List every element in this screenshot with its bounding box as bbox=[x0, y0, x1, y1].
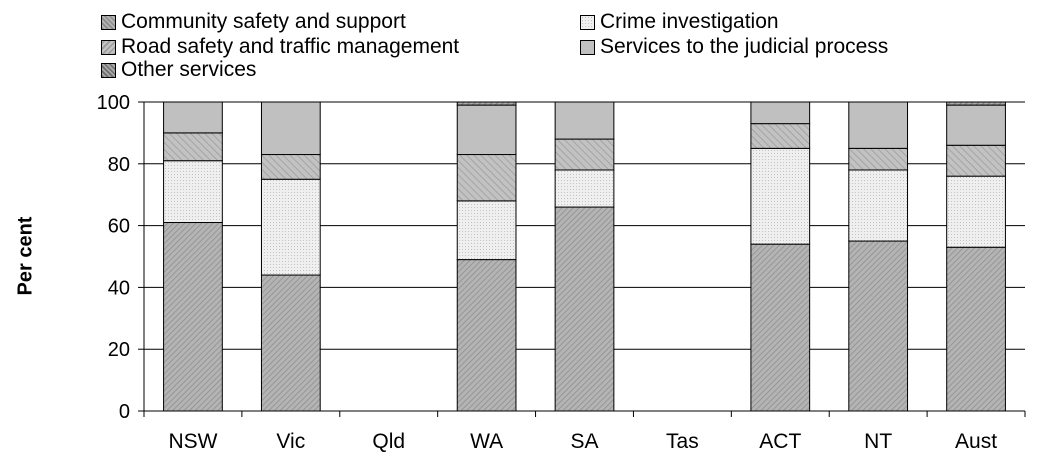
bar-wa-crime-investigation bbox=[456, 200, 517, 261]
legend-item-community-safety-and-support: Community safety and support bbox=[101, 11, 406, 33]
bar-vic-community-safety-and-support bbox=[260, 274, 321, 412]
x-tick-label: ACT bbox=[759, 430, 801, 453]
legend-swatch bbox=[101, 62, 116, 78]
legend-item-services-to-the-judicial-process: Services to the judicial process bbox=[580, 36, 888, 58]
legend-item-road-safety-and-traffic-management: Road safety and traffic management bbox=[101, 36, 459, 58]
legend-label: Community safety and support bbox=[121, 10, 406, 33]
bar-sa-community-safety-and-support bbox=[554, 206, 615, 412]
bar-nt-community-safety-and-support bbox=[848, 240, 909, 412]
bar-aust-community-safety-and-support bbox=[946, 246, 1006, 412]
legend-label: Services to the judicial process bbox=[600, 35, 889, 58]
bar-aust-crime-investigation bbox=[946, 175, 1006, 248]
legend-item-crime-investigation: Crime investigation bbox=[580, 11, 779, 33]
bar-sa-crime-investigation bbox=[554, 169, 615, 208]
x-tick-label: Qld bbox=[372, 430, 405, 453]
bar-wa-services-to-the-judicial-process bbox=[456, 104, 517, 156]
legend-label: Road safety and traffic management bbox=[121, 35, 460, 58]
bar-wa-road-safety-and-traffic-management bbox=[456, 154, 517, 202]
bar-nt-road-safety-and-traffic-management bbox=[848, 147, 909, 171]
legend-swatch bbox=[580, 14, 595, 30]
x-tick-label: WA bbox=[470, 430, 503, 453]
x-tick-label: Vic bbox=[276, 430, 305, 453]
legend-swatch bbox=[580, 39, 595, 55]
x-tick-label: Tas bbox=[666, 430, 699, 453]
bar-aust-other-services bbox=[946, 101, 1006, 106]
bar-aust-services-to-the-judicial-process bbox=[946, 104, 1006, 146]
bar-nsw-crime-investigation bbox=[163, 160, 223, 224]
legend-swatch bbox=[101, 14, 116, 30]
bar-vic-road-safety-and-traffic-management bbox=[260, 154, 321, 180]
bar-wa-community-safety-and-support bbox=[456, 259, 517, 412]
y-tick-label: 20 bbox=[108, 339, 130, 361]
bar-act-community-safety-and-support bbox=[750, 243, 811, 412]
bar-sa-road-safety-and-traffic-management bbox=[554, 138, 615, 171]
legend-item-other-services: Other services bbox=[101, 59, 256, 81]
x-tick-label: Aust bbox=[955, 430, 997, 453]
bar-vic-crime-investigation bbox=[260, 178, 321, 276]
bar-act-services-to-the-judicial-process bbox=[750, 101, 811, 125]
bar-sa-services-to-the-judicial-process bbox=[554, 101, 615, 140]
bar-nsw-services-to-the-judicial-process bbox=[163, 101, 223, 134]
bar-nsw-community-safety-and-support bbox=[163, 222, 223, 412]
bar-nt-crime-investigation bbox=[848, 169, 909, 242]
y-tick-label: 80 bbox=[108, 154, 130, 176]
legend-label: Crime investigation bbox=[600, 10, 779, 33]
bar-nt-services-to-the-judicial-process bbox=[848, 101, 909, 149]
y-tick-label: 100 bbox=[97, 92, 130, 114]
y-tick-label: 60 bbox=[108, 216, 130, 238]
y-tick-label: 0 bbox=[119, 401, 130, 423]
x-tick-label: NSW bbox=[168, 430, 217, 453]
bar-nsw-road-safety-and-traffic-management bbox=[163, 132, 223, 162]
bar-act-crime-investigation bbox=[750, 147, 811, 245]
bar-vic-services-to-the-judicial-process bbox=[260, 101, 321, 156]
bar-aust-road-safety-and-traffic-management bbox=[946, 144, 1006, 177]
y-tick-label: 40 bbox=[108, 277, 130, 299]
x-tick-label: SA bbox=[570, 430, 598, 453]
x-tick-label: NT bbox=[864, 430, 892, 453]
legend-label: Other services bbox=[121, 58, 257, 81]
bar-wa-other-services bbox=[456, 101, 517, 106]
legend-swatch bbox=[101, 39, 116, 55]
bar-act-road-safety-and-traffic-management bbox=[750, 123, 811, 149]
